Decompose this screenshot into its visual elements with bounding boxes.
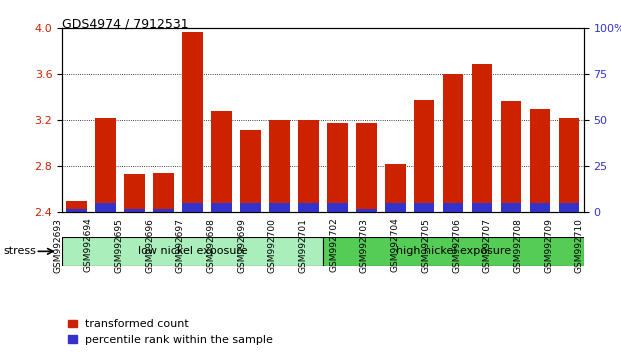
Text: low nickel exposure: low nickel exposure xyxy=(138,246,247,256)
Legend: transformed count, percentile rank within the sample: transformed count, percentile rank withi… xyxy=(68,319,273,345)
Bar xyxy=(183,32,202,212)
Bar xyxy=(66,201,87,212)
Bar xyxy=(530,203,550,212)
Text: GSM992699: GSM992699 xyxy=(237,218,246,273)
Bar xyxy=(356,123,376,212)
Text: GSM992706: GSM992706 xyxy=(452,218,461,273)
Bar xyxy=(327,203,348,212)
Bar xyxy=(472,203,492,212)
Bar xyxy=(501,203,522,212)
Text: GDS4974 / 7912531: GDS4974 / 7912531 xyxy=(62,18,189,31)
Bar xyxy=(414,100,435,212)
Bar xyxy=(530,109,550,212)
Text: GSM992694: GSM992694 xyxy=(84,218,93,273)
Bar xyxy=(385,164,406,212)
Bar xyxy=(472,64,492,212)
Bar xyxy=(559,118,579,212)
Bar xyxy=(124,209,145,212)
Bar xyxy=(240,203,261,212)
Text: GSM992707: GSM992707 xyxy=(483,218,492,273)
Bar xyxy=(96,203,116,212)
Text: GSM992696: GSM992696 xyxy=(145,218,154,273)
Bar xyxy=(153,173,174,212)
Bar xyxy=(270,120,289,212)
Bar xyxy=(96,118,116,212)
Text: GSM992693: GSM992693 xyxy=(53,218,62,273)
Bar xyxy=(501,101,522,212)
Text: GSM992703: GSM992703 xyxy=(360,218,369,273)
Text: GSM992702: GSM992702 xyxy=(329,218,338,273)
Bar xyxy=(327,123,348,212)
Bar xyxy=(153,209,174,212)
Text: GSM992704: GSM992704 xyxy=(391,218,400,273)
Text: GSM992709: GSM992709 xyxy=(544,218,553,273)
Bar xyxy=(443,203,463,212)
Bar xyxy=(323,237,584,266)
Text: GSM992710: GSM992710 xyxy=(575,218,584,273)
Bar xyxy=(183,203,202,212)
Bar xyxy=(124,175,145,212)
Bar xyxy=(385,203,406,212)
Bar xyxy=(62,237,323,266)
Text: GSM992697: GSM992697 xyxy=(176,218,185,273)
Text: high nickel exposure: high nickel exposure xyxy=(396,246,511,256)
Text: GSM992698: GSM992698 xyxy=(207,218,215,273)
Bar xyxy=(211,203,232,212)
Bar xyxy=(356,209,376,212)
Text: stress: stress xyxy=(3,246,36,256)
Bar xyxy=(240,130,261,212)
Bar xyxy=(559,203,579,212)
Text: GSM992708: GSM992708 xyxy=(514,218,522,273)
Text: GSM992701: GSM992701 xyxy=(299,218,307,273)
Text: GSM992700: GSM992700 xyxy=(268,218,277,273)
Bar xyxy=(270,203,289,212)
Bar xyxy=(298,203,319,212)
Text: GSM992705: GSM992705 xyxy=(421,218,430,273)
Bar xyxy=(298,120,319,212)
Bar xyxy=(414,203,435,212)
Bar xyxy=(66,209,87,212)
Text: GSM992695: GSM992695 xyxy=(114,218,124,273)
Bar xyxy=(211,111,232,212)
Bar xyxy=(443,74,463,212)
